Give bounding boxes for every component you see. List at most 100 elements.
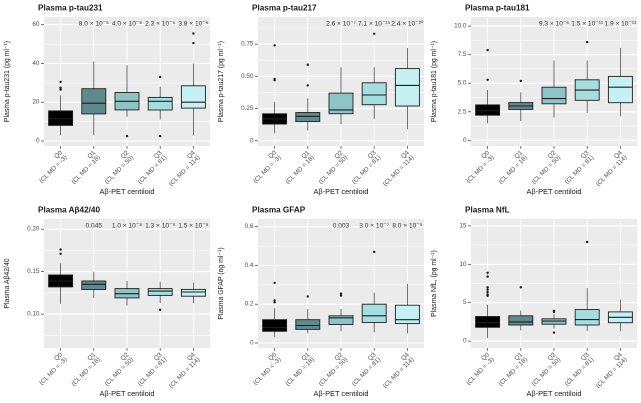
p-value-label: 2.4 × 10⁻²⁰: [391, 21, 424, 28]
outlier-point: [273, 300, 276, 303]
p-value-label: 4.0 × 10⁻⁶: [112, 21, 142, 28]
outlier-point: [486, 290, 490, 293]
outlier-point: [486, 285, 490, 289]
y-tick-label: 0: [250, 339, 254, 346]
x-tick-label: Q1(CL MD = 18): [279, 149, 316, 186]
x-axis-label: Aβ-PET centiloid: [313, 388, 368, 397]
x-tick-label: Q1(CL MD = 18): [493, 149, 530, 186]
panel-plasma-nfl: 0 5 10 15 Q0(CL MD = -3) Q1(CL MD = 18) Q2(CL …: [427, 202, 641, 403]
box-Q0: [261, 318, 287, 332]
p-value-label: 1.3 × 10⁻⁹: [145, 222, 175, 229]
y-tick-label: 0.75: [241, 41, 254, 48]
p-value-label: 7.1 × 10⁻¹⁵: [358, 21, 391, 28]
outlier-point: [372, 250, 376, 253]
panel-title: Plasma p-tau231: [38, 4, 103, 13]
y-axis-label: Plasma p-tau231 (pg ml⁻¹): [4, 41, 11, 122]
plot-area-ptau181: 0 2.5 5.0 7.5 10.0 Q0(CL MD = -3) Q1(CL MD = 1…: [454, 17, 637, 188]
panel-plasma-ptau217: 0 0.25 0.50 0.75 Q0(CL MD = -3) Q1(CL MD = 18…: [214, 0, 428, 202]
outlier-point: [339, 291, 342, 295]
outlier-point: [273, 77, 276, 81]
panel-title: Plasma GFAP: [252, 205, 306, 214]
x-tick-label: Q2(CL MD = 50): [312, 351, 349, 388]
box-Q4: [608, 75, 634, 104]
panel-plasma-gfap: 0 0.2 0.4 0.6 Q0(CL MD = -3) Q1(CL MD = 18) Q2…: [214, 202, 428, 403]
x-tick-label: Q0(CL MD = -3): [461, 149, 497, 185]
box-Q1: [295, 318, 320, 330]
outlier-point: [125, 134, 129, 138]
box-Q4: [180, 288, 206, 297]
plot-area-gfap: 0 0.2 0.4 0.6 Q0(CL MD = -3) Q1(CL MD = 18) Q2…: [244, 218, 424, 390]
y-tick-label: 0.4: [244, 262, 253, 269]
outlier-point: [519, 79, 523, 83]
x-tick-label: Q0(CL MD = -3): [33, 149, 69, 185]
x-tick-label: Q0(CL MD = -3): [247, 149, 283, 185]
box-Q2: [541, 86, 567, 105]
x-tick-label: Q4(CL MD = 114): [590, 149, 629, 188]
outlier-point: [273, 298, 276, 302]
p-value-label: 1.0 × 10⁻⁸: [112, 222, 142, 229]
outlier-point: [586, 240, 589, 243]
p-value-label: 3.0 × 10⁻⁷: [359, 222, 389, 229]
outlier-point: [306, 294, 309, 298]
box-Q1: [508, 314, 534, 325]
p-value-label: 3.8 × 10⁻⁶: [178, 21, 208, 28]
outlier-point: [59, 80, 62, 84]
p-value-label: 1.9 × 10⁻¹³: [605, 21, 638, 28]
panel-plasma-ab42-40: 0.10 0.15 0.20 Q0(CL MD = -3) Q1(CL MD = 18)…: [0, 202, 214, 403]
y-tick-label: 7.5: [458, 51, 467, 58]
y-axis-label: Plasma GFAP (ng ml⁻¹): [218, 247, 225, 319]
y-tick-label: 0: [463, 137, 467, 144]
outlier-point: [158, 308, 162, 311]
y-tick-label: 0.20: [27, 225, 40, 232]
outlier-point: [586, 40, 589, 44]
y-tick-label: 10: [460, 260, 468, 267]
x-tick-label: Q0(CL MD = -3): [247, 351, 283, 387]
x-tick-label: Q2(CL MD = 50): [526, 351, 563, 388]
x-tick-label: Q4(CL MD = 114): [590, 351, 629, 390]
outlier-point: [192, 41, 195, 45]
x-axis-label: Aβ-PET centiloid: [527, 388, 582, 397]
box-Q4: [394, 304, 420, 324]
x-tick-label: Q0(CL MD = -3): [33, 351, 69, 387]
outlier-point: [59, 88, 62, 91]
outlier-point: [158, 75, 162, 79]
x-tick-label: Q2(CL MD = 50): [526, 149, 563, 186]
panel-title: Plasma p-tau181: [465, 4, 530, 13]
y-axis-label: Plasma p-tau181 (pg ml⁻¹): [431, 41, 438, 122]
outlier-point: [306, 63, 309, 66]
outlier-point: [59, 252, 62, 255]
outlier-point: [553, 309, 556, 312]
x-axis-label: Aβ-PET centiloid: [100, 187, 155, 196]
x-tick-label: Q4(CL MD = 114): [377, 351, 416, 390]
x-axis-label: Aβ-PET centiloid: [313, 187, 368, 196]
p-value-label: 8.0 × 10⁻⁶: [392, 222, 422, 229]
outlier-point: [59, 86, 62, 89]
x-tick-label: Q4(CL MD = 114): [163, 149, 202, 188]
outlier-point: [486, 274, 490, 278]
panel-plasma-ptau181: 0 2.5 5.0 7.5 10.0 Q0(CL MD = -3) Q1(CL MD = 1…: [427, 0, 641, 202]
x-tick-label: Q1(CL MD = 18): [279, 351, 316, 388]
box-Q3: [147, 96, 173, 111]
x-tick-label: Q1(CL MD = 18): [493, 351, 530, 388]
x-axis-label: Aβ-PET centiloid: [100, 388, 155, 397]
p-value-label: 2.3 × 10⁻⁵: [145, 21, 175, 28]
outlier-point: [486, 287, 490, 291]
plot-area-ptau231: 0 20 40 60 Q0(CL MD = -3) Q1(CL MD = 18) Q2(CL…: [32, 17, 210, 188]
y-tick-label: 0.2: [244, 300, 253, 307]
panel-title: Plasma NfL: [465, 205, 510, 214]
x-tick-label: Q3(CL MD = 81): [559, 351, 596, 388]
box-Q3: [361, 82, 387, 106]
y-tick-label: 5: [463, 299, 467, 306]
x-tick-label: Q1(CL MD = 18): [66, 351, 103, 388]
x-tick-label: Q0(CL MD = -3): [461, 351, 497, 387]
outlier-point: [59, 247, 62, 251]
outlier-point: [158, 134, 162, 138]
panel-title: Plasma p-tau217: [252, 4, 317, 13]
y-tick-label: 20: [32, 99, 40, 106]
y-tick-label: 15: [460, 222, 468, 229]
y-tick-label: 10.0: [454, 23, 467, 30]
outlier-point: [273, 281, 276, 284]
y-tick-label: 0.50: [241, 73, 254, 80]
x-axis-label: Aβ-PET centiloid: [527, 187, 582, 196]
